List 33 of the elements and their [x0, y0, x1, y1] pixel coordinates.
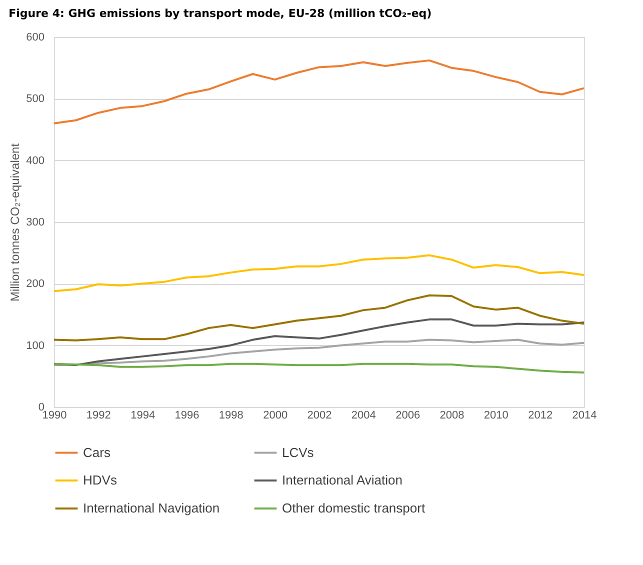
- x-tick-label: 2008: [440, 410, 464, 422]
- line-series: [53, 338, 585, 366]
- y-axis-title: Million tonnes CO₂-equivalent: [8, 142, 22, 302]
- y-tick-label: 400: [26, 154, 44, 167]
- legend-label: International Aviation: [282, 472, 402, 488]
- x-tick-label: 1996: [174, 410, 200, 422]
- x-tick-label: 1990: [42, 410, 67, 422]
- x-tick-label: 2014: [572, 410, 597, 422]
- line-series: [53, 362, 585, 374]
- line-series: [53, 294, 585, 342]
- x-tick-label: 2004: [351, 410, 376, 422]
- y-tick-label: 200: [26, 278, 44, 290]
- line-series: [53, 59, 585, 124]
- x-tick-label: 2006: [396, 410, 420, 422]
- legend-label: International Navigation: [83, 500, 220, 516]
- x-tick-label: 1992: [86, 410, 111, 422]
- legend-label: Cars: [83, 444, 111, 460]
- x-tick-label: 1998: [218, 410, 244, 422]
- x-tick-label: 2002: [307, 410, 332, 422]
- x-tick-label: 2000: [263, 410, 288, 422]
- y-tick-label: 100: [26, 340, 44, 352]
- y-tick-label: 600: [26, 32, 44, 44]
- y-tick-label: 500: [26, 93, 44, 106]
- y-tick-label: 0: [38, 402, 44, 414]
- legend-label: Other domestic transport: [282, 500, 426, 516]
- legend-label: HDVs: [83, 472, 118, 488]
- legend-label: LCVs: [282, 444, 314, 460]
- x-tick-label: 2012: [528, 410, 553, 422]
- chart-title: Figure 4: GHG emissions by transport mode, EU-28 (million tCO₂-eq): [8, 7, 432, 20]
- x-tick-label: 1994: [130, 410, 156, 422]
- x-tick-label: 2010: [484, 410, 508, 422]
- y-tick-label: 300: [26, 216, 44, 228]
- line-series: [53, 254, 585, 292]
